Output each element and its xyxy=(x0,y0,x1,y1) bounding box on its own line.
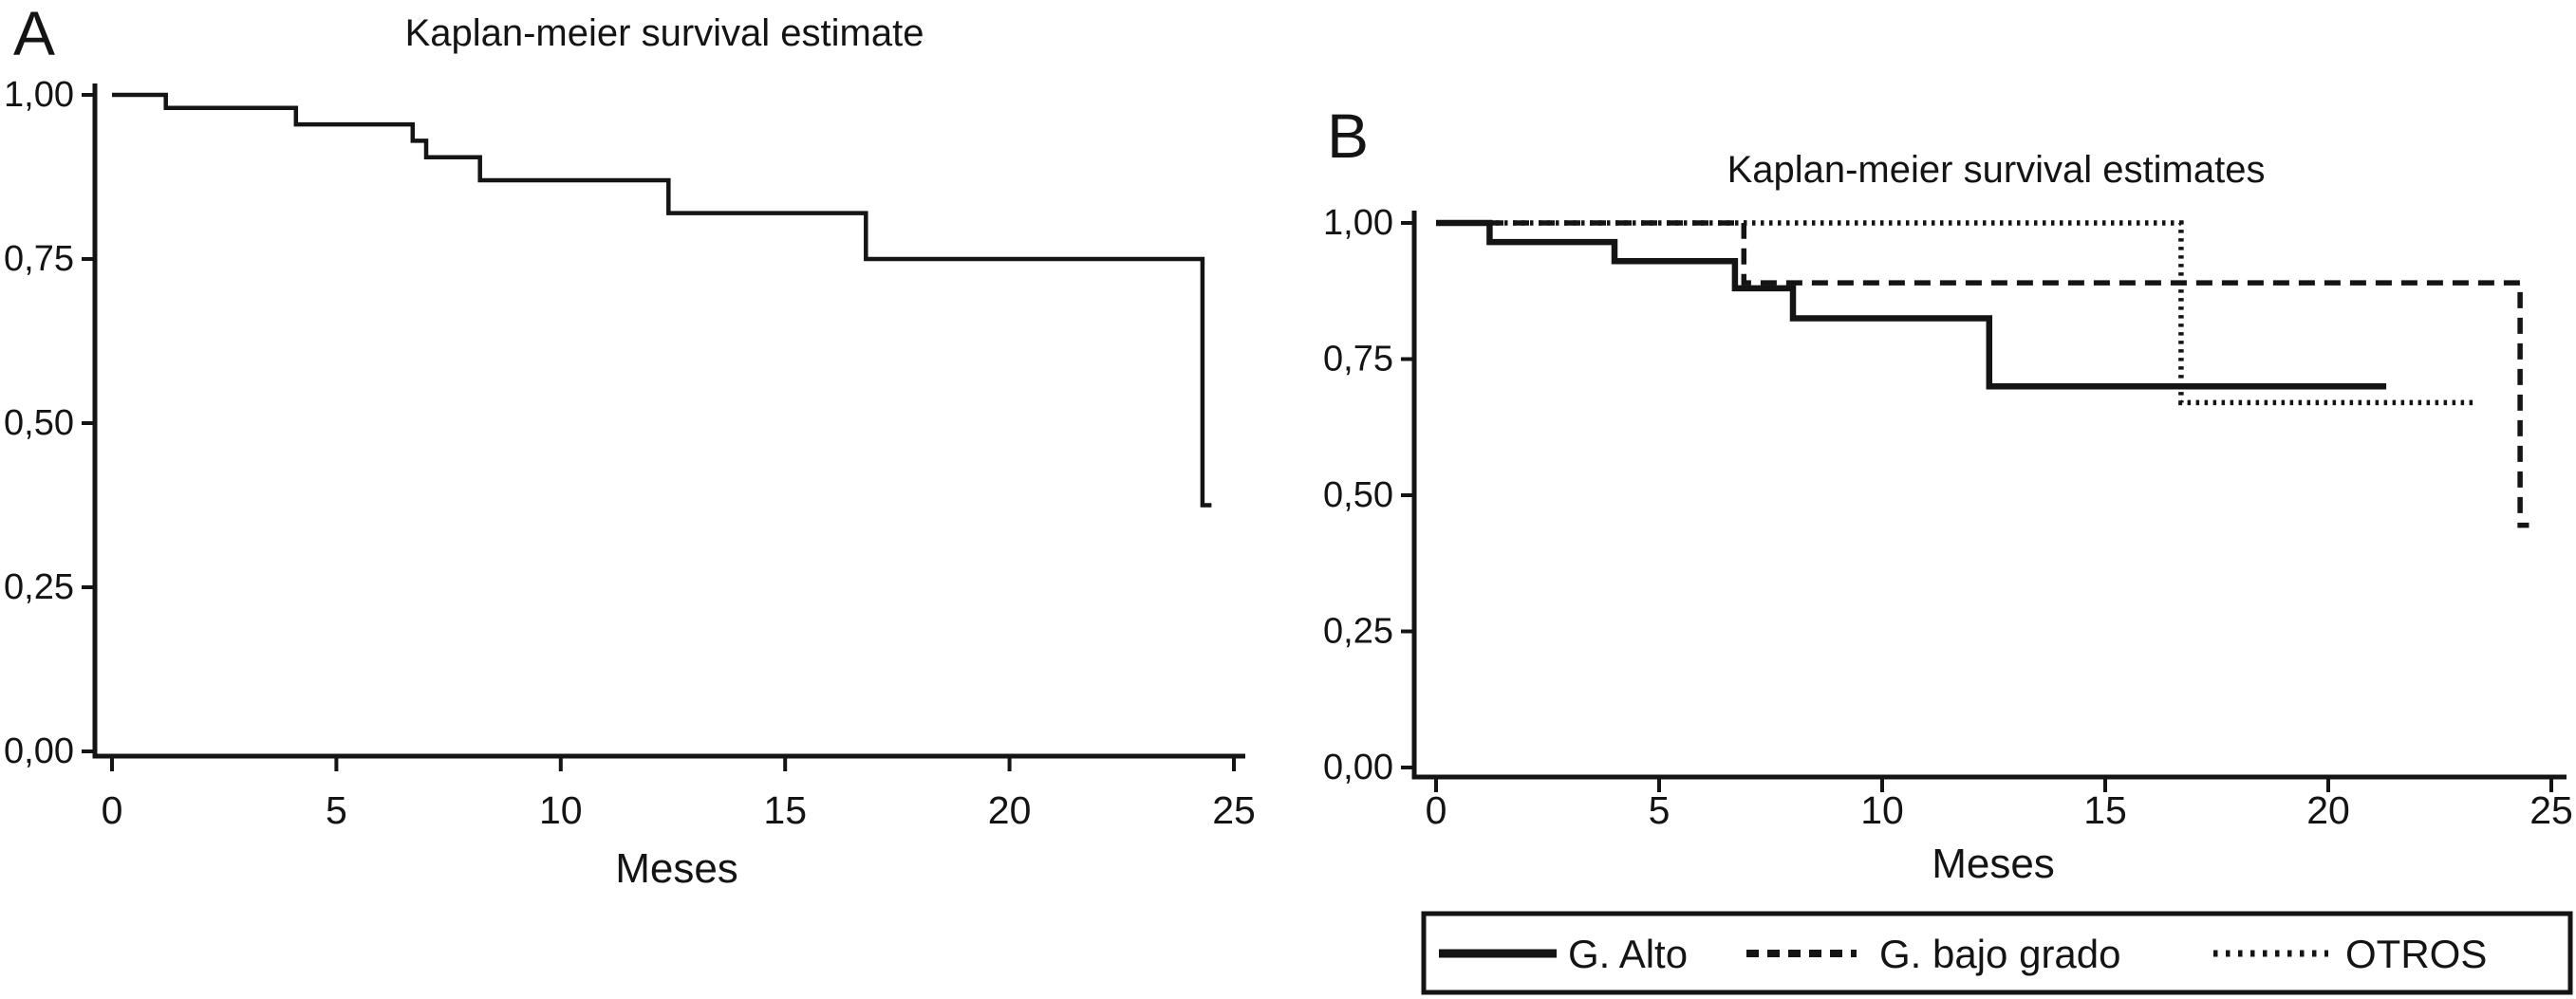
y-tick-label: 0,75 xyxy=(1323,340,1393,379)
panel-b-title: Kaplan-meier survival estimates xyxy=(1727,149,2266,191)
km-curve-otros xyxy=(1436,220,2476,406)
km-curve-overall xyxy=(112,92,1212,508)
x-tick-label: 20 xyxy=(988,788,1032,832)
legend-label-g-alto: G. Alto xyxy=(1568,932,1688,976)
y-tick-label: 0,00 xyxy=(1323,748,1393,787)
x-tick-label: 25 xyxy=(2529,788,2573,832)
x-tick-label: 15 xyxy=(763,788,807,832)
legend-label-otros: OTROS xyxy=(2345,932,2487,976)
x-tick-label: 0 xyxy=(102,788,123,832)
panel-b-x-axis-title: Meses xyxy=(1932,841,2055,887)
panel-a-x-ticks: 0 5 10 15 20 25 xyxy=(102,756,1256,832)
x-tick-label: 25 xyxy=(1212,788,1256,832)
panel-a-y-ticks: 1,00 0,75 0,50 0,25 0,00 xyxy=(4,75,95,771)
x-tick-label: 0 xyxy=(1426,788,1447,832)
panel-b-letter: B xyxy=(1327,101,1369,171)
panel-b-legend: G. Alto G. bajo grado OTROS xyxy=(1421,911,2573,995)
legend-border xyxy=(1421,911,2573,995)
panel-a-letter: A xyxy=(13,0,55,68)
x-tick-label: 15 xyxy=(2083,788,2127,832)
panel-a: A Kaplan-meier survival estimate 1,00 0,7… xyxy=(4,0,1256,892)
panel-a-curves xyxy=(112,92,1212,508)
panel-b: B Kaplan-meier survival estimates 1,00 0,… xyxy=(1323,101,2573,995)
y-tick-label: 0,75 xyxy=(4,239,74,279)
panel-a-x-axis-title: Meses xyxy=(615,845,738,892)
panel-b-x-ticks: 0 5 10 15 20 25 xyxy=(1426,777,2573,832)
y-tick-label: 0,50 xyxy=(1323,475,1393,515)
x-tick-label: 5 xyxy=(326,788,347,832)
y-tick-label: 0,50 xyxy=(4,403,74,443)
x-tick-label: 10 xyxy=(1860,788,1904,832)
y-tick-label: 1,00 xyxy=(1323,203,1393,243)
panel-b-y-ticks: 1,00 0,75 0,50 0,25 0,00 xyxy=(1323,203,1414,787)
legend-label-g-bajo-grado: G. bajo grado xyxy=(1879,932,2121,976)
panel-b-curves xyxy=(1436,219,2529,528)
x-tick-label: 20 xyxy=(2306,788,2350,832)
panel-a-title: Kaplan-meier survival estimate xyxy=(405,12,924,54)
y-tick-label: 0,00 xyxy=(4,731,74,771)
km-curve-g-bajo-grado xyxy=(1436,220,2529,528)
km-curve-g-alto xyxy=(1436,219,2387,390)
y-tick-label: 0,25 xyxy=(1323,612,1393,652)
y-tick-label: 1,00 xyxy=(4,75,74,115)
x-tick-label: 5 xyxy=(1649,788,1671,832)
x-tick-label: 10 xyxy=(539,788,583,832)
y-tick-label: 0,25 xyxy=(4,567,74,607)
